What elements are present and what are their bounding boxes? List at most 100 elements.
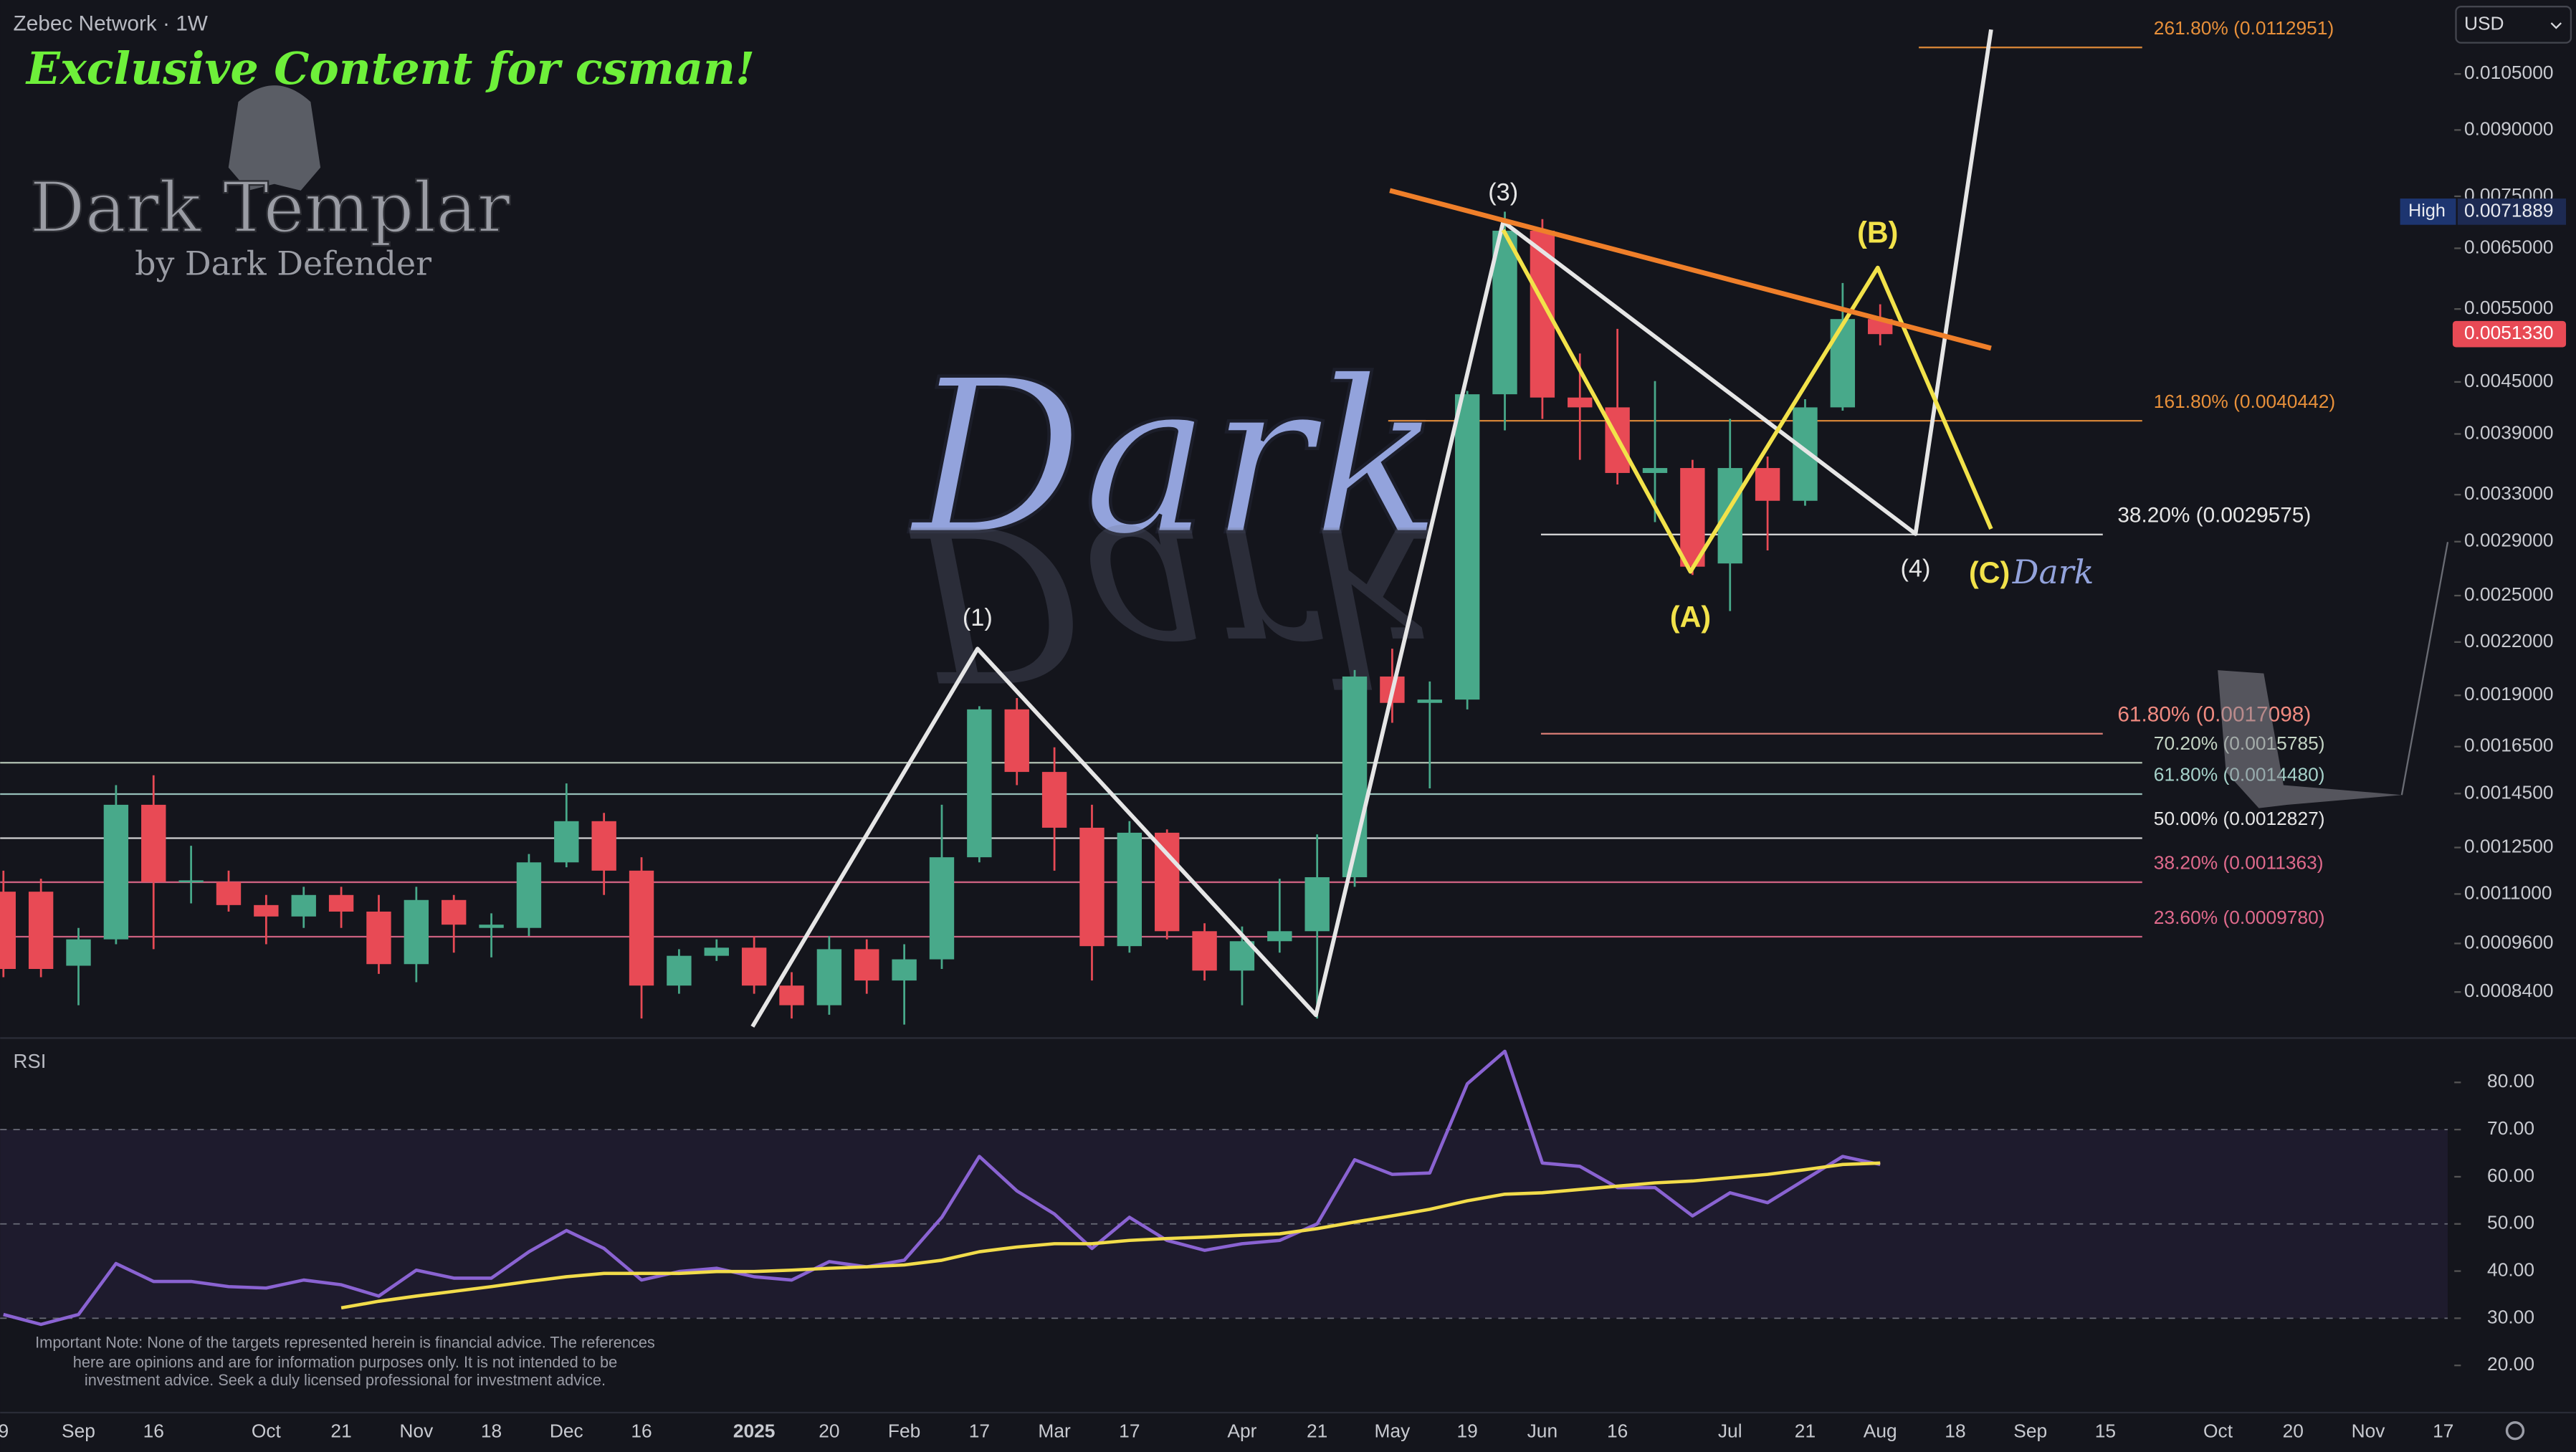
wave-label: (A) — [1670, 601, 1711, 634]
x-tick-label: 20 — [2283, 1420, 2304, 1441]
y-tick-label: 0.0025000 — [2464, 583, 2554, 605]
candle-body — [1830, 319, 1856, 408]
wave-label: (3) — [1488, 179, 1518, 206]
y-tick-label: 0.0029000 — [2464, 530, 2554, 551]
x-tick-label: 21 — [1307, 1420, 1327, 1441]
disclaimer-line: Important Note: None of the targets repr… — [35, 1333, 655, 1351]
y-tick-label: 0.0016500 — [2464, 735, 2554, 756]
x-tick-label: Oct — [252, 1420, 282, 1441]
x-tick-label: Feb — [888, 1420, 920, 1441]
chevron-icon[interactable] — [2550, 22, 2562, 29]
watermark-brand: Dark Templar — [29, 168, 510, 248]
watermark-tagline: Exclusive Content for csman! — [25, 42, 755, 95]
watermark-byline: by Dark Defender — [135, 244, 431, 282]
rsi-tick-label: 50.00 — [2487, 1212, 2534, 1233]
high-value-label: 0.0071889 — [2464, 199, 2554, 221]
x-tick-label: May — [1375, 1420, 1411, 1441]
wave-label: (1) — [963, 604, 993, 631]
x-tick-label: Mar — [1038, 1420, 1071, 1441]
candle-body — [967, 709, 992, 858]
currency-selector[interactable]: USD — [2455, 6, 2572, 44]
x-tick-label: 18 — [481, 1420, 502, 1441]
candle-body — [1192, 931, 1217, 971]
candle-body — [479, 925, 504, 928]
level-label: 261.80% (0.0112951) — [2154, 17, 2334, 39]
candle-body — [1568, 397, 1593, 408]
y-tick-label: 0.0090000 — [2464, 118, 2554, 139]
x-tick-label: Sep — [62, 1420, 95, 1441]
rsi-tick-label: 30.00 — [2487, 1306, 2534, 1327]
x-tick-label: 17 — [969, 1420, 990, 1441]
x-tick-label: Dec — [550, 1420, 583, 1441]
x-tick-label: 19 — [1456, 1420, 1477, 1441]
high-value-bg — [2457, 199, 2567, 225]
x-tick-label: Nov — [2352, 1420, 2386, 1441]
y-tick-label: 0.0055000 — [2464, 297, 2554, 318]
wave-drawings — [750, 29, 2449, 1028]
y-tick-label: 0.0012500 — [2464, 836, 2554, 857]
candle-body — [1117, 832, 1142, 947]
wave-label: (B) — [1857, 216, 1898, 249]
candle-body — [704, 947, 729, 956]
rsi-line — [3, 1049, 1881, 1327]
wave-labels: (1) (3) (4) (A) (B) (C) — [963, 179, 2010, 634]
candle-body — [328, 894, 354, 912]
level-label: 38.20% (0.0029575) — [2117, 503, 2311, 527]
projection-shape — [2218, 670, 2402, 808]
candle-body — [1079, 827, 1105, 947]
candle-body — [816, 949, 842, 1006]
x-tick-label: 16 — [631, 1420, 652, 1441]
x-tick-label: Oct — [2203, 1420, 2233, 1441]
x-tick-label: 17 — [2433, 1420, 2453, 1441]
x-tick-label: Apr — [1227, 1420, 1256, 1441]
projection-line — [2400, 542, 2449, 796]
currency-box[interactable] — [2455, 6, 2572, 44]
high-tag-bg — [2400, 199, 2456, 225]
candle-body — [591, 821, 616, 871]
candle-body — [1155, 832, 1180, 932]
candle-body — [66, 939, 91, 966]
y-tick-label: 0.0033000 — [2464, 482, 2554, 504]
level-label: 50.00% (0.0012827) — [2154, 808, 2325, 829]
candles — [0, 211, 1893, 1025]
trendline — [1389, 188, 1992, 351]
candle-body — [667, 955, 692, 986]
candle-body — [1793, 407, 1818, 501]
x-tick-label: 17 — [1119, 1420, 1140, 1441]
candle-body — [1304, 877, 1330, 932]
settings-icon[interactable] — [2505, 1421, 2525, 1441]
settings-gear[interactable] — [2505, 1421, 2525, 1441]
candle-body — [1717, 468, 1742, 564]
wave-label: (4) — [1900, 555, 1930, 582]
x-tick-label: 21 — [330, 1420, 351, 1441]
correction-wave — [1501, 229, 1993, 574]
level-label: 38.20% (0.0011363) — [2154, 852, 2324, 874]
currency-label[interactable]: USD — [2464, 12, 2504, 34]
x-tick-label: Aug — [1864, 1420, 1897, 1441]
candle-body — [1267, 931, 1292, 942]
last-price-label: 0.0051330 — [2464, 322, 2554, 343]
candle-body — [0, 892, 16, 970]
y-tick-label: 0.0022000 — [2464, 630, 2554, 651]
candle-body — [1680, 468, 1705, 567]
last-price-bg — [2452, 320, 2567, 348]
y-tick-label: 0.0045000 — [2464, 370, 2554, 391]
disclaimer-line: here are opinions and are for informatio… — [73, 1353, 617, 1371]
watermark-mark-small: Dark — [2012, 553, 2094, 591]
x-tick-label: Jun — [1527, 1420, 1557, 1441]
candle-body — [1454, 394, 1480, 700]
candle-body — [629, 870, 654, 986]
candle-body — [554, 821, 579, 863]
rsi-tick-label: 70.00 — [2487, 1117, 2534, 1139]
x-tick-label: 2025 — [733, 1420, 776, 1441]
watermark-mark: Dark — [909, 334, 1442, 583]
high-tag-label: High — [2408, 201, 2446, 221]
x-tick-label: Jul — [1718, 1420, 1742, 1441]
x-tick-label: Nov — [399, 1420, 434, 1441]
x-tick-label: 16 — [1607, 1420, 1628, 1441]
candle-body — [103, 804, 129, 940]
rsi-tick-label: 80.00 — [2487, 1070, 2534, 1092]
level-label: 161.80% (0.0040442) — [2154, 391, 2335, 412]
